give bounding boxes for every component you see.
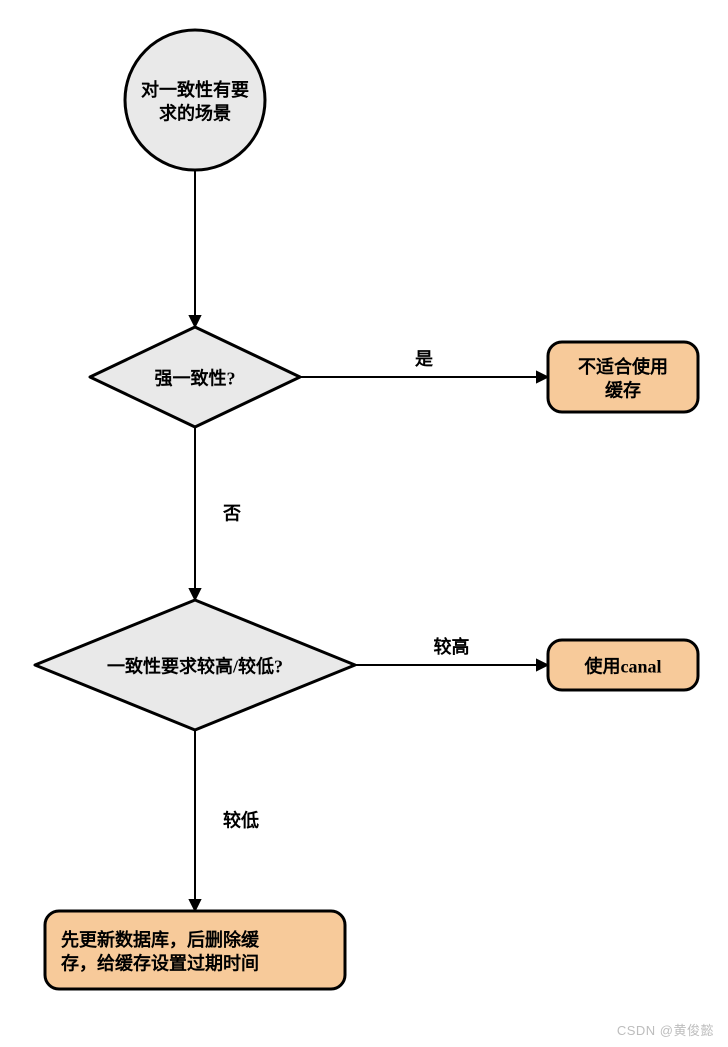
- node-label: 一致性要求较高/较低?: [107, 656, 283, 677]
- nodes-layer: 对一致性有要求的场景强一致性? 不适合使用缓存一致性要求较高/较低? 使用canal…: [35, 30, 698, 989]
- edge-label: 是: [414, 349, 433, 369]
- flowchart-canvas: 是否较高较低对一致性有要求的场景强一致性?不适合使用缓存一致性要求较高/较低?使…: [0, 0, 728, 1047]
- watermark: CSDN @黄俊懿: [617, 1020, 714, 1039]
- node-p3: 先更新数据库，后删除缓存，给缓存设置过期时间: [45, 911, 345, 989]
- node-label: 求的场景: [159, 102, 231, 123]
- edge-label: 较高: [434, 636, 470, 657]
- node-label: 缓存: [605, 379, 641, 400]
- node-label: 对一致性有要: [141, 79, 249, 100]
- node-d1: 强一致性?: [90, 327, 300, 427]
- node-p1: 不适合使用缓存: [548, 342, 698, 412]
- node-p2: 使用canal: [548, 640, 698, 690]
- node-label: 强一致性?: [155, 368, 236, 389]
- node-d2: 一致性要求较高/较低?: [35, 600, 355, 730]
- edge-label: 否: [222, 504, 241, 524]
- edges-layer: 是否较高较低: [195, 170, 548, 911]
- node-label: 使用canal: [583, 657, 661, 677]
- node-label: 存，给缓存设置过期时间: [61, 952, 259, 973]
- node-label: 先更新数据库，后删除缓: [61, 929, 260, 950]
- edge-label: 较低: [223, 810, 259, 831]
- node-label: 不适合使用: [578, 356, 668, 377]
- node-start: 对一致性有要求的场景: [125, 30, 265, 170]
